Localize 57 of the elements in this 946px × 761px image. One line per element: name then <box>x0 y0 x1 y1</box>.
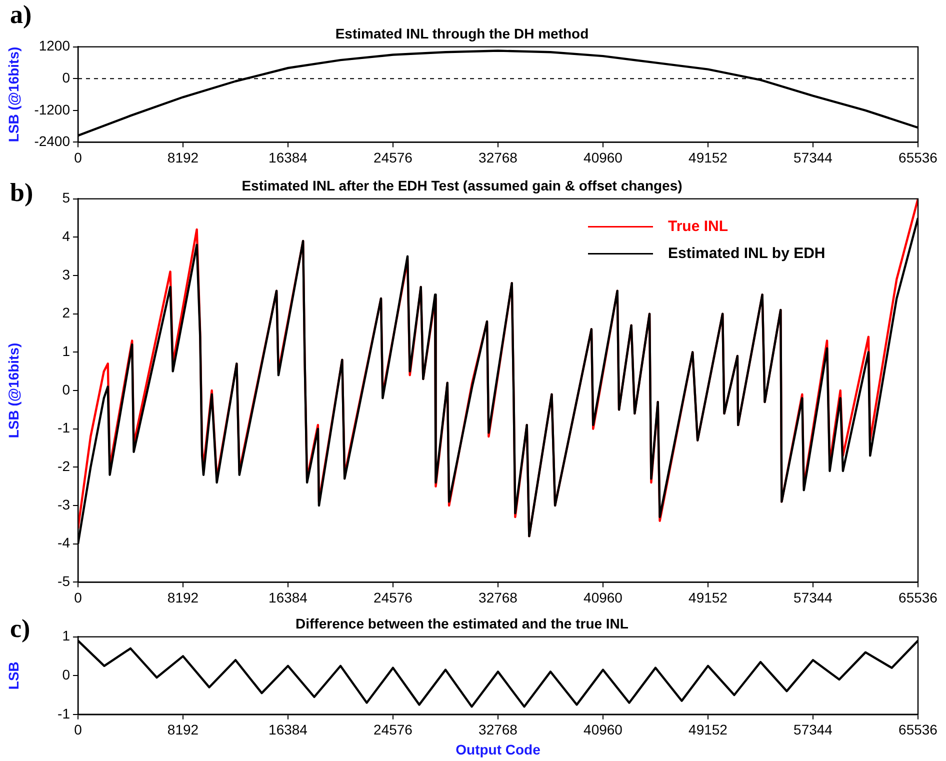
x-tick-label: 57344 <box>794 589 833 606</box>
y-axis-title: LSB <box>5 662 22 690</box>
x-tick-label: 0 <box>74 589 82 606</box>
x-tick-label: 0 <box>74 722 82 738</box>
y-tick-label: 1200 <box>38 38 70 54</box>
y-tick-label: -5 <box>58 573 70 590</box>
x-axis-title: Output Code <box>456 741 541 758</box>
x-tick-label: 8192 <box>167 589 199 606</box>
chart-title: Estimated INL after the EDH Test (assumed gain & offset changes) <box>242 177 682 194</box>
y-axis-title: LSB (@16bits) <box>5 46 22 142</box>
x-tick-label: 57344 <box>794 149 833 166</box>
y-tick-label: -1 <box>58 705 70 722</box>
chart-title: Estimated INL through the DH method <box>335 25 589 42</box>
y-tick-label: -3 <box>58 496 70 512</box>
x-tick-label: 32768 <box>478 722 518 738</box>
x-tick-label: 40960 <box>584 149 623 166</box>
x-tick-label: 16384 <box>268 149 308 166</box>
x-tick-label: 49152 <box>688 149 728 166</box>
y-tick-label: 3 <box>62 266 70 282</box>
text: a) <box>10 0 32 30</box>
x-tick-label: 32768 <box>478 149 518 166</box>
x-tick-label: 65536 <box>898 589 938 606</box>
x-tick-label: 49152 <box>688 722 728 738</box>
x-tick-label: 8192 <box>167 722 199 738</box>
y-axis-title: LSB (@16bits) <box>5 342 22 438</box>
x-tick-label: 40960 <box>584 589 623 606</box>
x-tick-label: 24576 <box>374 722 413 738</box>
y-tick-label: 2 <box>62 304 70 321</box>
x-tick-label: 40960 <box>584 722 623 738</box>
y-tick-label: 1 <box>62 628 70 644</box>
x-tick-label: 0 <box>74 149 82 166</box>
y-tick-label: -2400 <box>34 133 70 150</box>
x-tick-label: 49152 <box>688 589 728 606</box>
text: c) <box>10 614 30 644</box>
y-tick-label: -1 <box>58 420 70 436</box>
x-tick-label: 65536 <box>898 149 938 166</box>
x-tick-label: 57344 <box>794 722 833 738</box>
y-tick-label: 1 <box>62 343 70 360</box>
y-tick-label: 0 <box>62 666 70 682</box>
y-tick-label: -1200 <box>34 101 70 118</box>
x-tick-label: 24576 <box>374 149 413 166</box>
x-tick-label: 8192 <box>167 149 199 166</box>
x-tick-label: 65536 <box>898 722 938 738</box>
y-tick-label: 5 <box>62 190 70 206</box>
y-tick-label: -2 <box>58 458 70 474</box>
text: b) <box>10 178 34 208</box>
y-tick-label: 4 <box>62 228 70 244</box>
chart-title: Difference between the estimated and the true INL <box>296 615 629 632</box>
x-tick-label: 16384 <box>268 722 308 738</box>
x-tick-label: 24576 <box>374 589 413 606</box>
y-tick-label: -4 <box>58 534 70 551</box>
y-tick-label: 0 <box>62 69 70 86</box>
x-tick-label: 16384 <box>268 589 308 606</box>
legend-label: True INL <box>668 218 728 235</box>
legend-label: Estimated INL by EDH <box>668 244 826 262</box>
x-tick-label: 32768 <box>478 589 518 606</box>
y-tick-label: 0 <box>62 381 70 398</box>
